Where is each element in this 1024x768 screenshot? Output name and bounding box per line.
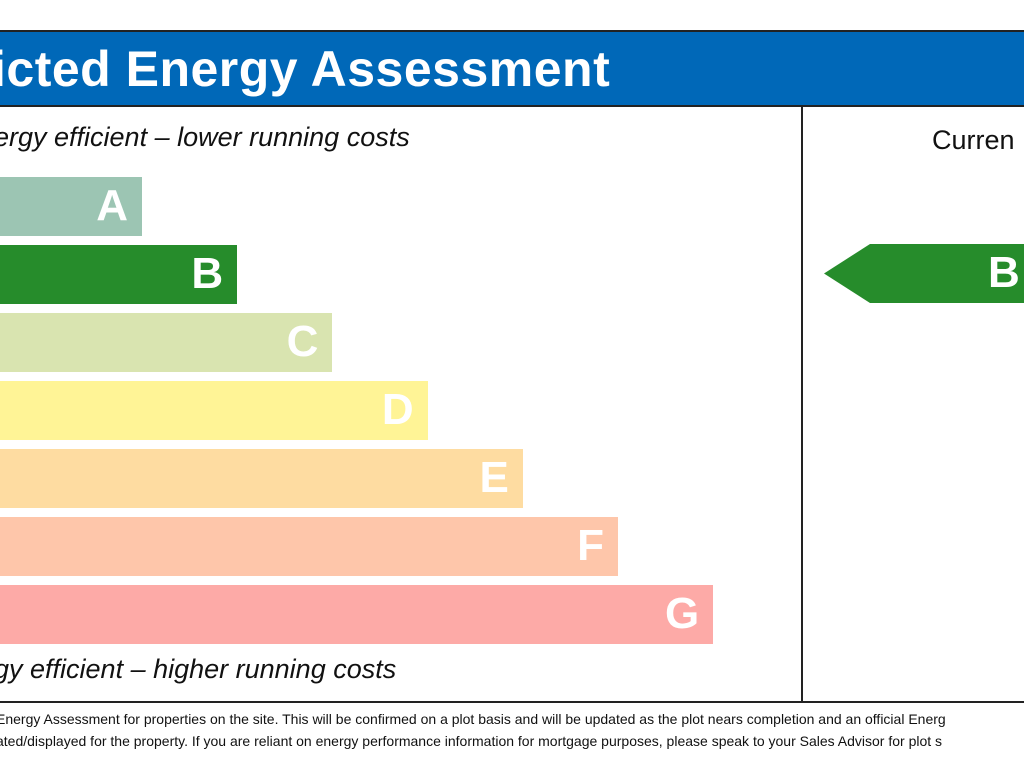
footnote-line-1: Energy Assessment for properties on the … [0, 711, 946, 727]
footnote-line-2: ated/displayed for the property. If you … [0, 733, 943, 749]
current-rating-label: B [988, 248, 1020, 297]
bottom-caption: gy efficient – higher running costs [0, 654, 397, 684]
rating-bar-label: B [191, 249, 224, 298]
bottom-border [0, 701, 1024, 703]
rating-bar-g: G [0, 585, 714, 644]
rating-bar-label: F [577, 521, 604, 570]
rating-bar-label: E [479, 453, 509, 502]
current-rating-arrow-shape [824, 244, 1024, 303]
current-column-header: Curren [932, 125, 1015, 155]
rating-bar-label: G [664, 589, 700, 638]
top-caption: ergy efficient – lower running costs [0, 122, 410, 152]
current-rating-arrow [824, 244, 1024, 303]
rating-bar-c: C [0, 313, 333, 372]
rating-bar-label: A [96, 181, 128, 230]
rating-bar-a: A [0, 177, 142, 236]
rating-bar-label: D [381, 385, 414, 434]
rating-bar-b: B [0, 245, 238, 304]
rating-bar-d: D [0, 381, 428, 440]
page-title: icted Energy Assessment [0, 41, 611, 97]
rating-bar-label: C [286, 317, 319, 366]
rating-bar-f: F [0, 517, 618, 576]
rating-bar-e: E [0, 449, 523, 508]
column-divider [801, 105, 803, 702]
header-band: icted Energy Assessment [0, 30, 1024, 107]
